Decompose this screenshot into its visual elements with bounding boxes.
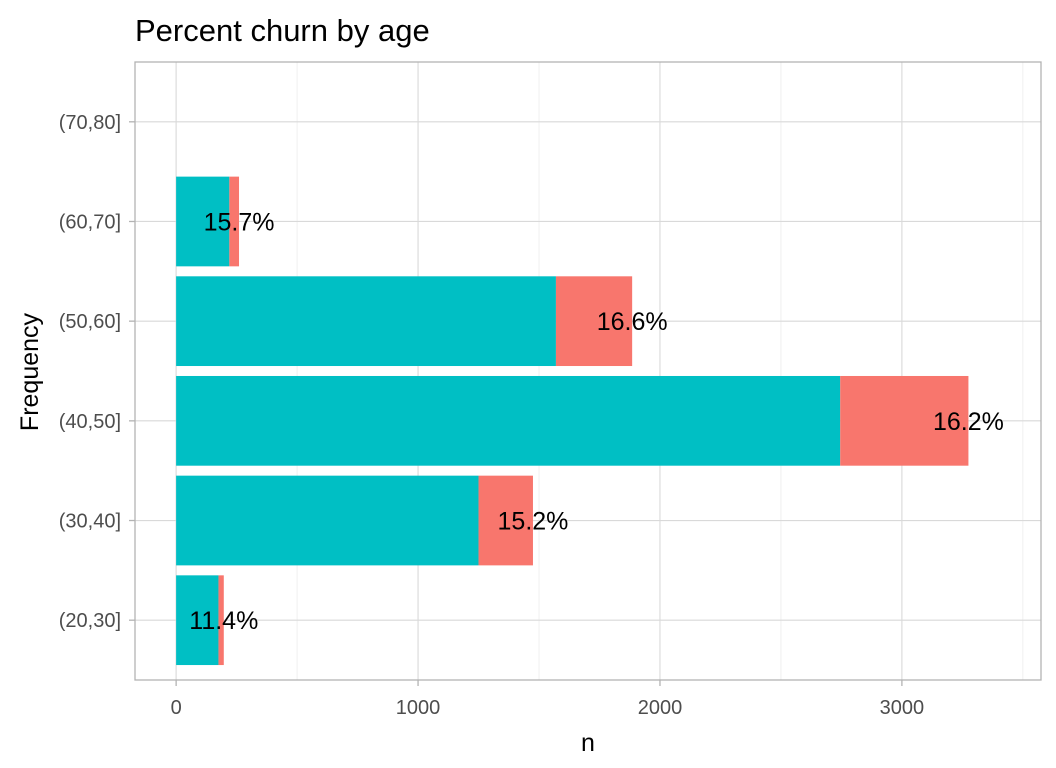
bar-segment xyxy=(176,475,479,566)
bar-segment xyxy=(176,375,841,466)
bar-segment xyxy=(229,176,240,267)
x-tick-label: 1000 xyxy=(396,697,441,719)
x-tick-label: 3000 xyxy=(880,697,925,719)
y-tick-label: (30,40] xyxy=(59,511,121,533)
data-label: 11.4% xyxy=(189,607,258,635)
grid-lines xyxy=(135,62,1041,680)
x-tick-label: 2000 xyxy=(638,697,683,719)
data-label: 16.2% xyxy=(933,408,1004,436)
data-labels-group: 11.4% 15.2% 16.2% 16.6% 15.7% xyxy=(189,208,1004,635)
data-label: 15.2% xyxy=(498,508,569,536)
bars-group xyxy=(176,176,969,666)
y-tick-label: (60,70] xyxy=(59,211,121,233)
bar-segment xyxy=(176,176,230,267)
y-tick-label: (40,50] xyxy=(59,411,121,433)
x-axis-title: n xyxy=(581,729,595,757)
bar-segment xyxy=(840,375,969,466)
bar-segment xyxy=(478,475,533,566)
bar-segment xyxy=(555,276,633,367)
data-label: 15.7% xyxy=(204,208,275,236)
chart-title: Percent churn by age xyxy=(135,13,430,48)
bar-segment xyxy=(176,276,556,367)
y-tick-label: (50,60] xyxy=(59,311,121,333)
axes-group: 0 1000 2000 3000 (20,30] (30,40] (40,50] (50,60… xyxy=(59,61,1042,719)
y-tick-label: (20,30] xyxy=(59,610,121,632)
y-tick-label: (70,80] xyxy=(59,112,121,134)
panel-border xyxy=(134,61,1042,681)
x-tick-label: 0 xyxy=(171,697,182,719)
bar-segment xyxy=(218,575,224,666)
bar-segment xyxy=(176,575,219,666)
y-axis-title: Frequency xyxy=(16,312,44,431)
data-label: 16.6% xyxy=(597,308,668,336)
